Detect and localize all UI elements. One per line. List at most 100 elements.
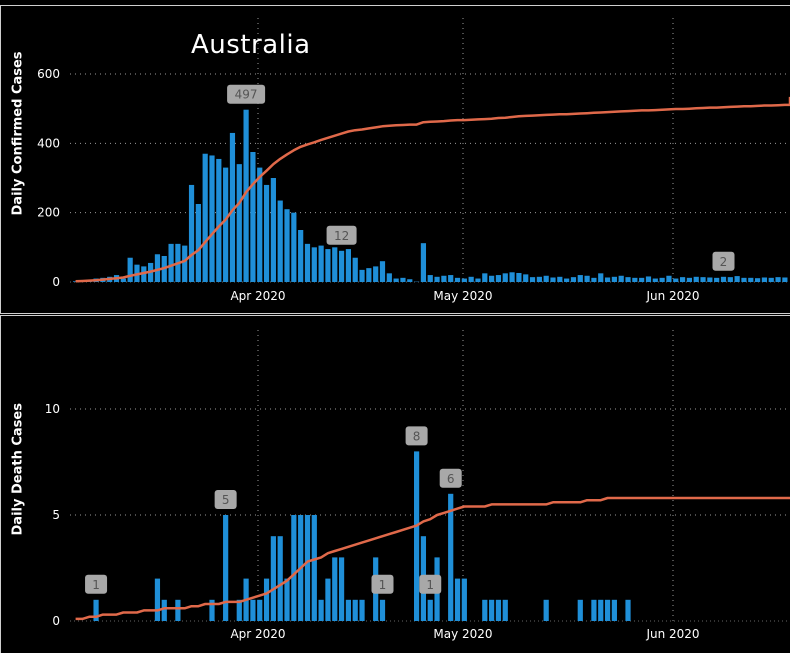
confirmed-bar: [345, 249, 351, 282]
confirmed-bar: [550, 277, 556, 282]
confirmed-bar: [311, 247, 317, 282]
confirmed-bar: [236, 164, 242, 282]
confirmed-bar: [454, 277, 461, 282]
death-bar: [604, 599, 611, 621]
confirmed-bar: [420, 243, 427, 282]
death-bar: [345, 599, 351, 621]
confirmed-bar: [168, 243, 174, 282]
death-bar: [379, 599, 386, 621]
confirmed-bar: [679, 277, 686, 282]
confirmed-data-label: 2: [720, 255, 728, 269]
death-data-label-bg: [439, 468, 462, 488]
confirmed-bar: [611, 276, 617, 282]
confirmed-bar: [604, 277, 611, 282]
death-bar: [489, 599, 495, 621]
confirmed-bar: [338, 250, 345, 282]
confirmed-bar: [666, 275, 672, 282]
death-bar: [277, 536, 283, 621]
confirmed-bar: [386, 273, 392, 282]
death-bar: [543, 599, 549, 621]
confirmed-bar: [434, 276, 440, 282]
death-bar: [263, 578, 270, 621]
death-cases-panel: [0, 315, 790, 653]
confirmed-bar: [182, 245, 188, 282]
confirmed-bar: [748, 277, 754, 282]
death-bar: [284, 578, 290, 621]
confirmed-bar: [734, 276, 740, 282]
death-x-tick-label: May 2020: [433, 627, 492, 641]
confirmed-data-label-bg: [326, 225, 357, 245]
confirmed-bar: [775, 277, 781, 282]
death-bar: [311, 515, 317, 621]
death-bar: [209, 599, 215, 621]
confirmed-bar: [523, 274, 529, 282]
death-bar: [427, 599, 433, 621]
confirmed-cases-panel: [0, 5, 790, 314]
confirmed-data-label-bg: [712, 251, 735, 271]
confirmed-bar: [543, 275, 549, 282]
confirmed-bar: [332, 247, 338, 282]
death-data-label: 1: [379, 578, 387, 592]
confirmed-bar: [482, 273, 488, 282]
death-bar: [598, 599, 604, 621]
confirmed-y-tick-label: 200: [37, 206, 60, 220]
confirmed-bar: [188, 184, 195, 282]
death-data-label-bg: [405, 426, 428, 446]
confirmed-bar: [263, 184, 270, 282]
confirmed-bar: [659, 277, 665, 282]
confirmed-bar: [707, 277, 713, 282]
death-data-label: 1: [426, 578, 434, 592]
confirmed-x-tick-label: May 2020: [433, 289, 492, 303]
confirmed-bar: [270, 178, 276, 282]
confirmed-bar: [318, 245, 324, 282]
confirmed-bar: [291, 212, 297, 282]
death-bar: [611, 599, 617, 621]
confirmed-data-label-bg: [227, 84, 266, 104]
confirmed-bar: [154, 254, 161, 282]
death-bar: [591, 599, 597, 621]
death-bar: [577, 599, 583, 621]
confirmed-bar: [714, 277, 720, 282]
confirmed-bar: [502, 273, 508, 282]
chart-title: Australia: [191, 30, 311, 60]
confirmed-bar: [529, 277, 536, 282]
confirmed-bar: [407, 279, 413, 282]
death-y-tick-label: 5: [52, 508, 60, 522]
death-bar: [270, 536, 276, 621]
confirmed-bar: [720, 276, 727, 282]
confirmed-bar: [618, 275, 624, 282]
death-data-label-bg: [419, 574, 442, 594]
confirmed-y-tick-label: 400: [37, 136, 60, 150]
death-bar: [154, 578, 161, 621]
confirmed-x-tick-label: Apr 2020: [230, 289, 285, 303]
death-bar: [495, 599, 502, 621]
confirmed-bar: [570, 277, 577, 282]
confirmed-bar: [120, 278, 126, 282]
death-y-tick-label: 10: [45, 402, 60, 416]
confirmed-bar: [598, 273, 604, 282]
confirmed-data-label: 497: [235, 88, 258, 102]
death-bar: [414, 451, 420, 621]
confirmed-bar: [127, 257, 133, 282]
confirmed-bar: [393, 278, 399, 282]
confirmed-bar: [652, 278, 658, 282]
death-data-label: 8: [413, 429, 421, 443]
death-bar: [502, 599, 508, 621]
confirmed-bar: [202, 153, 208, 282]
confirmed-y-tick-label: 600: [37, 67, 60, 81]
confirmed-bar: [782, 277, 788, 282]
confirmed-bar: [216, 158, 222, 282]
death-data-label-bg: [85, 574, 108, 594]
confirmed-bar: [379, 261, 386, 282]
confirmed-bar: [352, 257, 358, 282]
confirmed-bar: [686, 277, 692, 282]
confirmed-bar: [448, 275, 454, 282]
confirmed-bar: [495, 275, 502, 282]
death-bar: [454, 578, 461, 621]
confirmed-bar: [564, 278, 570, 282]
confirmed-bar: [700, 277, 706, 282]
death-data-label: 1: [92, 578, 100, 592]
confirmed-bar: [373, 266, 379, 282]
death-bar: [352, 599, 358, 621]
confirmed-bar: [243, 109, 249, 282]
